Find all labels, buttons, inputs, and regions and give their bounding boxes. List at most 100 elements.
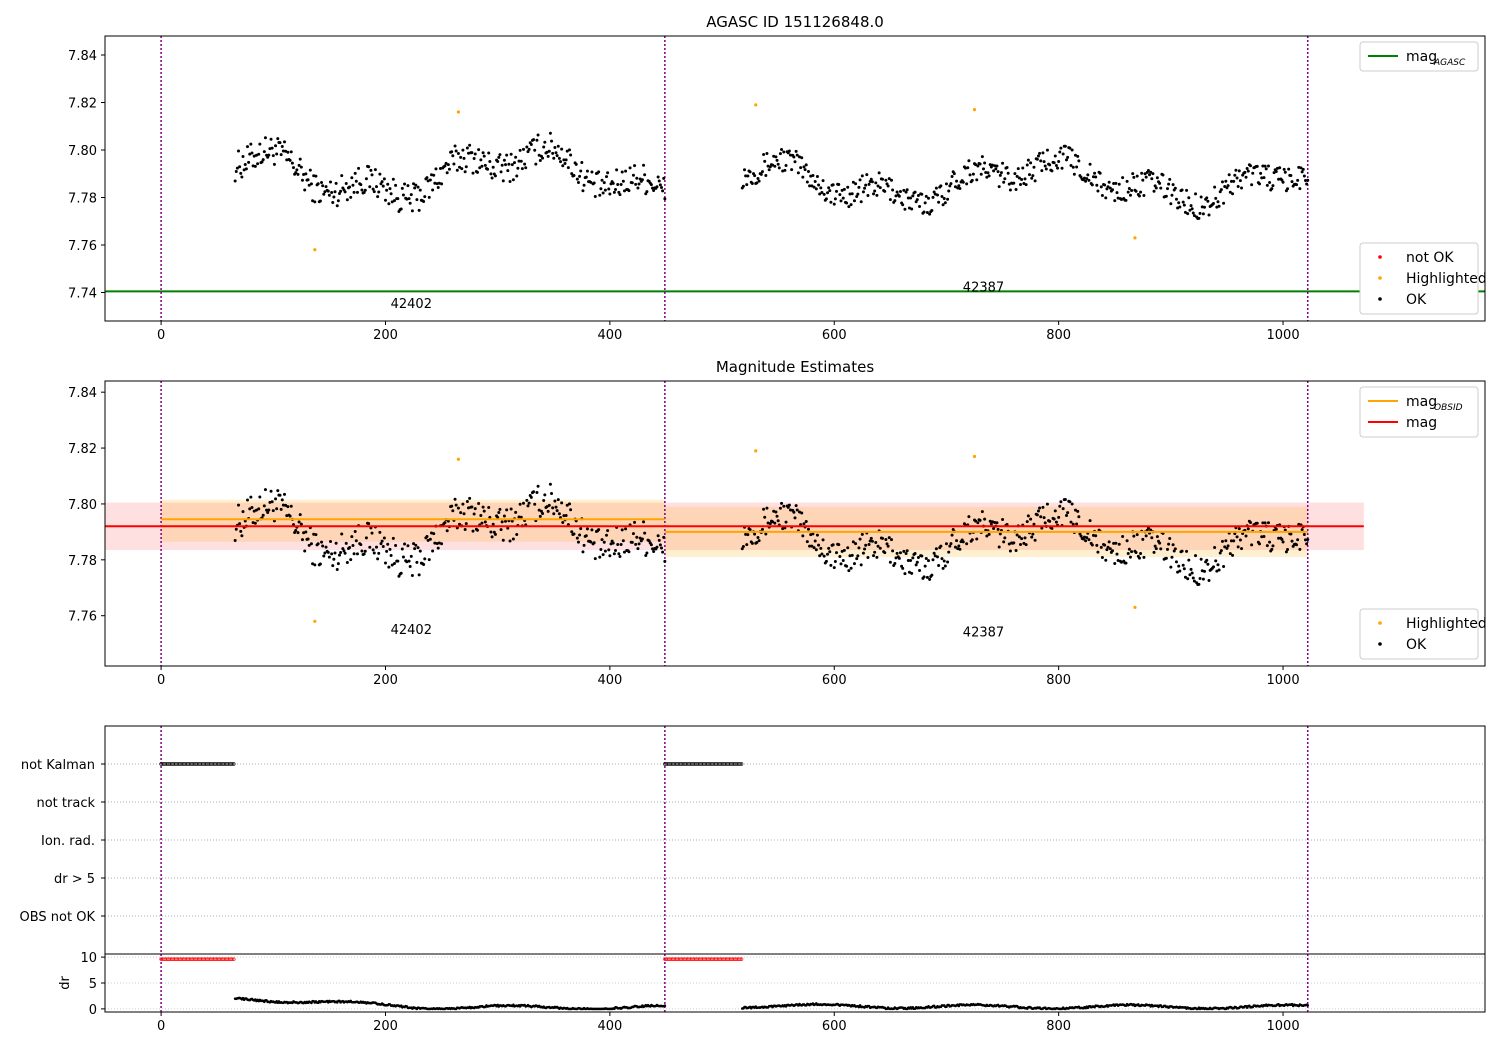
ok-point: [1152, 550, 1156, 554]
ok-point: [640, 537, 644, 541]
ok-point: [332, 557, 336, 561]
ok-point: [553, 145, 557, 149]
ok-point: [804, 163, 808, 167]
ok-point: [774, 155, 778, 159]
ok-point: [855, 195, 859, 199]
legend-label: Highlighted: [1406, 616, 1487, 632]
ok-point: [564, 158, 568, 162]
ok-point: [935, 193, 939, 197]
ok-point: [1265, 544, 1269, 548]
ok-point: [515, 174, 519, 178]
ok-point: [1180, 549, 1184, 553]
ok-point: [860, 174, 864, 178]
ok-point: [1199, 195, 1203, 199]
ok-point: [627, 550, 631, 554]
ok-point: [1132, 534, 1136, 538]
ok-point: [519, 515, 523, 519]
ok-point: [1169, 565, 1173, 569]
flag-point: [738, 762, 742, 766]
ok-point: [470, 151, 474, 155]
legend-label: mag: [1406, 415, 1437, 431]
ok-point: [425, 176, 429, 180]
ok-point: [953, 185, 957, 189]
ok-point: [902, 549, 906, 553]
ok-point: [852, 199, 856, 203]
ok-point: [1146, 168, 1150, 172]
ok-point: [1144, 534, 1148, 538]
ok-point: [537, 508, 541, 512]
ok-point: [299, 522, 303, 526]
ok-point: [1152, 189, 1156, 193]
ok-point: [603, 188, 607, 192]
ok-point: [1100, 194, 1104, 198]
ok-point: [428, 178, 432, 182]
ok-point: [741, 545, 745, 549]
ok-point: [244, 167, 248, 171]
ok-point: [499, 528, 503, 532]
ok-point: [1176, 570, 1180, 574]
ok-point: [1104, 196, 1108, 200]
ok-point: [1117, 542, 1121, 546]
ok-point: [575, 177, 579, 181]
ok-point: [428, 537, 432, 541]
axes-frame: [104, 380, 1486, 667]
y-tick-label: 7.84: [68, 386, 97, 401]
ok-point: [743, 168, 747, 172]
ok-point: [642, 520, 646, 524]
ok-point: [970, 178, 974, 182]
ok-point: [524, 166, 528, 170]
ok-point: [1073, 508, 1077, 512]
ok-point: [1100, 555, 1104, 559]
ok-point: [413, 186, 417, 190]
ok-point: [291, 166, 295, 170]
ok-point: [283, 492, 287, 496]
ok-point: [500, 163, 504, 167]
ok-point: [840, 188, 844, 192]
ok-point: [527, 501, 531, 505]
ok-point: [1045, 148, 1049, 152]
ok-point: [1117, 182, 1121, 186]
ok-point: [778, 152, 782, 156]
ok-point: [637, 542, 641, 546]
ok-point: [997, 185, 1001, 189]
ok-point: [928, 212, 932, 216]
ok-point: [351, 543, 355, 547]
ok-point: [592, 181, 596, 185]
ok-point: [403, 542, 407, 546]
ok-point: [855, 557, 859, 561]
mag-obsid-band: [161, 499, 665, 542]
ok-point: [509, 507, 513, 511]
ok-point: [829, 200, 833, 204]
ok-point: [1012, 541, 1016, 545]
ok-point: [323, 551, 327, 555]
ok-point: [370, 531, 374, 535]
ok-point: [1008, 188, 1012, 192]
ok-point: [380, 180, 384, 184]
ok-point: [508, 539, 512, 543]
ok-point: [1042, 160, 1046, 164]
ok-point: [266, 511, 270, 515]
ok-point: [322, 554, 326, 558]
ok-point: [432, 532, 436, 536]
ok-point: [971, 172, 975, 176]
ok-point: [1069, 164, 1073, 168]
ok-point: [924, 557, 928, 561]
ok-point: [745, 543, 749, 547]
ok-point: [616, 183, 620, 187]
ok-point: [850, 192, 854, 196]
ok-point: [435, 182, 439, 186]
ok-point: [1017, 535, 1021, 539]
dr-point: [1306, 1004, 1310, 1007]
ok-point: [1112, 181, 1116, 185]
flags-panel: not Kalman not track Ion. rad. dr > 5 OBS no…: [20, 725, 1486, 955]
ok-point: [468, 143, 472, 147]
ok-point: [1233, 173, 1237, 177]
ok-point: [630, 540, 634, 544]
ok-point: [801, 175, 805, 179]
ok-point: [446, 163, 450, 167]
ok-point: [775, 514, 779, 518]
ok-point: [249, 495, 253, 499]
ok-point: [875, 555, 879, 559]
ok-point: [458, 165, 462, 169]
ok-point: [849, 566, 853, 570]
